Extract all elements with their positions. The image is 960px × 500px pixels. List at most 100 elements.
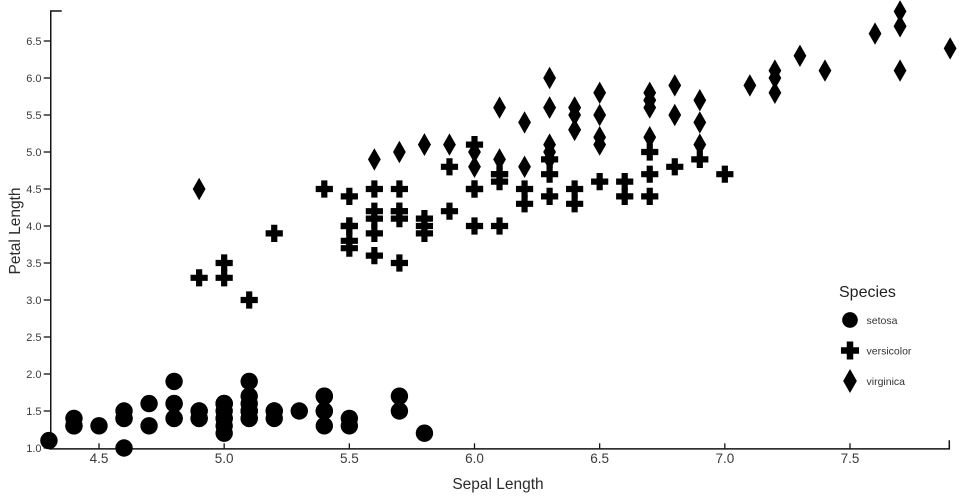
x-tick-label: 7.5	[841, 451, 860, 466]
point-virginica	[367, 148, 381, 171]
y-tick-label: 3.0	[26, 295, 41, 307]
point-versicolor	[365, 180, 383, 198]
data-points	[40, 0, 957, 457]
point-setosa	[315, 417, 333, 435]
point-versicolor	[716, 165, 734, 183]
y-tick-label: 2.0	[26, 369, 41, 381]
point-versicolor	[591, 173, 609, 191]
point-versicolor	[641, 165, 659, 183]
point-virginica	[468, 155, 481, 178]
legend: Species setosa versicolor virginica	[839, 284, 912, 393]
series-setosa	[40, 372, 434, 457]
y-tick-label: 4.5	[26, 184, 41, 196]
legend-item-virginica: virginica	[843, 369, 905, 393]
point-versicolor	[616, 187, 634, 205]
point-virginica	[668, 74, 682, 97]
point-virginica	[593, 103, 607, 127]
y-tick-label: 3.5	[26, 258, 41, 270]
point-setosa	[90, 417, 108, 435]
point-setosa	[190, 409, 208, 428]
point-virginica	[768, 81, 782, 104]
x-axis-title: Sepal Length	[452, 476, 543, 493]
point-versicolor	[566, 195, 584, 213]
y-tick-label: 6.0	[26, 73, 41, 85]
point-virginica	[568, 118, 582, 141]
y-tick-label: 5.0	[26, 147, 41, 159]
point-virginica	[868, 22, 882, 45]
point-versicolor	[566, 180, 584, 198]
y-tick-label: 5.5	[26, 110, 41, 122]
point-versicolor	[365, 202, 383, 220]
legend-item-versicolor: versicolor	[840, 341, 912, 360]
point-setosa	[115, 409, 133, 428]
point-versicolor	[440, 158, 459, 176]
x-axis-line	[49, 440, 951, 450]
legend-label-virginica: virginica	[867, 376, 906, 388]
x-tick-label: 5.0	[215, 451, 234, 466]
point-setosa	[140, 417, 158, 435]
legend-label-setosa: setosa	[867, 315, 898, 327]
point-setosa	[215, 409, 233, 428]
y-axis-line	[50, 10, 62, 450]
series-virginica	[192, 0, 957, 201]
point-virginica	[693, 111, 707, 134]
point-setosa	[215, 394, 233, 413]
y-tick-label: 1.0	[26, 443, 41, 455]
point-setosa	[390, 402, 409, 420]
point-virginica	[192, 177, 206, 201]
point-versicolor	[390, 180, 408, 198]
point-versicolor	[315, 180, 333, 198]
point-virginica	[818, 59, 832, 82]
point-virginica	[493, 148, 506, 171]
y-tick-label: 6.5	[26, 36, 41, 48]
point-setosa	[240, 372, 258, 391]
point-virginica	[893, 0, 907, 23]
y-tick-label: 4.0	[26, 221, 41, 233]
point-versicolor	[340, 239, 358, 257]
point-versicolor	[641, 187, 659, 205]
x-tick-label: 7.0	[715, 451, 734, 466]
point-virginica	[543, 96, 556, 119]
point-versicolor	[540, 187, 559, 205]
point-versicolor	[190, 269, 208, 287]
point-virginica	[893, 59, 907, 82]
point-versicolor	[440, 202, 459, 220]
x-tick-label: 6.5	[590, 451, 609, 466]
point-virginica	[518, 111, 531, 134]
point-virginica	[693, 89, 707, 112]
point-setosa	[390, 387, 409, 405]
point-setosa	[140, 394, 158, 413]
point-setosa	[165, 394, 183, 413]
point-virginica	[693, 133, 707, 156]
point-versicolor	[641, 143, 659, 161]
legend-items: setosa versicolor virginica	[840, 312, 912, 393]
point-virginica	[643, 126, 657, 149]
point-versicolor	[415, 217, 434, 235]
point-versicolor	[365, 247, 383, 265]
legend-marker-plus	[840, 341, 860, 360]
legend-item-setosa: setosa	[842, 312, 898, 328]
point-virginica	[743, 74, 757, 97]
x-tick-label: 6.0	[465, 451, 484, 466]
series-versicolor	[190, 136, 734, 309]
point-virginica	[593, 81, 607, 104]
x-tick-label: 5.5	[340, 451, 359, 466]
point-versicolor	[616, 173, 634, 191]
point-virginica	[543, 140, 556, 164]
point-virginica	[392, 140, 406, 164]
point-setosa	[65, 417, 83, 435]
point-versicolor	[515, 195, 534, 213]
point-versicolor	[465, 217, 484, 235]
point-versicolor	[240, 291, 258, 309]
point-virginica	[893, 15, 907, 38]
point-setosa	[115, 439, 133, 457]
point-virginica	[518, 155, 531, 178]
point-versicolor	[490, 217, 509, 235]
point-virginica	[668, 103, 682, 127]
point-versicolor	[515, 180, 534, 198]
point-virginica	[568, 103, 582, 127]
point-versicolor	[540, 165, 559, 183]
point-versicolor	[365, 224, 383, 242]
point-virginica	[643, 89, 657, 112]
